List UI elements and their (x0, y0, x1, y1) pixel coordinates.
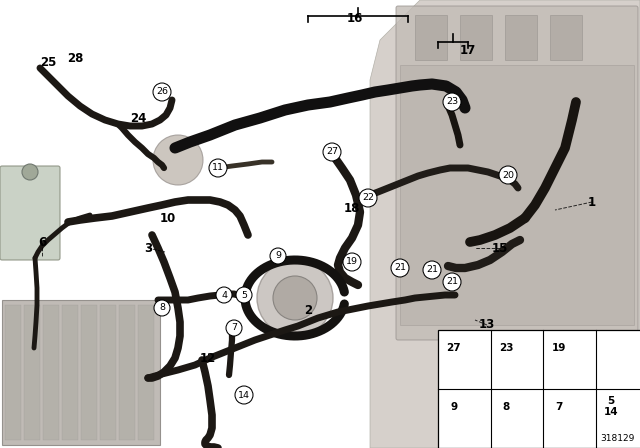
Bar (400, 65, 634, 325)
Text: 11: 11 (212, 164, 224, 172)
Bar (415, 15, 447, 60)
Circle shape (499, 166, 517, 184)
Text: 28: 28 (67, 52, 83, 65)
Text: 27: 27 (447, 343, 461, 353)
Text: 16: 16 (347, 12, 363, 25)
Circle shape (154, 300, 170, 316)
Circle shape (209, 159, 227, 177)
Polygon shape (370, 0, 640, 448)
Bar (550, 15, 582, 60)
Text: 9: 9 (275, 251, 281, 260)
Bar (505, 15, 537, 60)
Text: 19: 19 (552, 343, 566, 353)
Bar (438, 330, 640, 448)
Text: 1: 1 (588, 195, 596, 208)
Circle shape (323, 143, 341, 161)
Text: 21: 21 (446, 277, 458, 287)
Text: 21: 21 (394, 263, 406, 272)
Text: 7: 7 (555, 402, 563, 412)
Text: 14: 14 (238, 391, 250, 400)
Circle shape (423, 261, 441, 279)
Circle shape (22, 164, 38, 180)
Bar (2, 300, 160, 445)
Text: 12: 12 (200, 352, 216, 365)
Bar (24, 305, 40, 440)
Circle shape (443, 93, 461, 111)
Text: 26: 26 (156, 87, 168, 96)
Circle shape (216, 287, 232, 303)
Text: 4: 4 (221, 290, 227, 300)
Bar (138, 305, 154, 440)
Bar (81, 305, 97, 440)
Bar (119, 305, 135, 440)
FancyBboxPatch shape (0, 166, 60, 260)
Text: 17: 17 (460, 43, 476, 56)
Text: 25: 25 (40, 56, 56, 69)
Text: 20: 20 (502, 171, 514, 180)
Text: 8: 8 (502, 402, 510, 412)
Text: 10: 10 (160, 211, 176, 224)
Circle shape (343, 253, 361, 271)
Circle shape (391, 259, 409, 277)
Text: 3: 3 (144, 241, 152, 254)
Text: 19: 19 (346, 258, 358, 267)
Circle shape (257, 260, 333, 336)
FancyBboxPatch shape (396, 6, 638, 340)
Text: 5: 5 (241, 290, 247, 300)
Bar (43, 305, 59, 440)
Text: 318129: 318129 (600, 434, 635, 443)
Text: 21: 21 (426, 266, 438, 275)
Circle shape (235, 386, 253, 404)
Circle shape (153, 135, 203, 185)
Text: 6: 6 (38, 236, 46, 249)
Bar (62, 305, 78, 440)
Text: 2: 2 (304, 303, 312, 316)
Circle shape (443, 273, 461, 291)
Bar (460, 15, 492, 60)
Circle shape (359, 189, 377, 207)
Text: 8: 8 (159, 303, 165, 313)
Text: 27: 27 (326, 147, 338, 156)
Bar (100, 305, 116, 440)
Circle shape (236, 287, 252, 303)
Text: 23: 23 (499, 343, 513, 353)
Text: 18: 18 (344, 202, 360, 215)
Text: 23: 23 (446, 98, 458, 107)
Text: 9: 9 (450, 402, 458, 412)
Text: 5
14: 5 14 (604, 396, 619, 417)
Circle shape (153, 83, 171, 101)
Text: 15: 15 (492, 241, 508, 254)
Circle shape (226, 320, 242, 336)
Text: 24: 24 (130, 112, 146, 125)
Circle shape (270, 248, 286, 264)
Text: 7: 7 (231, 323, 237, 332)
Text: 13: 13 (479, 319, 495, 332)
Circle shape (273, 276, 317, 320)
Bar (5, 305, 21, 440)
Text: 22: 22 (362, 194, 374, 202)
